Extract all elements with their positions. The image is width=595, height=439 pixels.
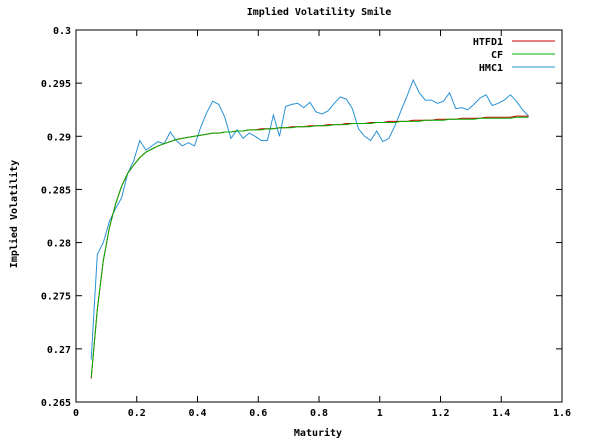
x-tick-label: 1.4 [492,408,510,419]
series-lines [90,78,529,379]
legend-label: CF [491,50,503,61]
legend: HTFD1 CF HMC1 [473,37,555,74]
legend-label: HMC1 [479,63,503,74]
x-tick-label: 0.4 [188,408,206,419]
x-tick-label: 1.6 [553,408,571,419]
plot-frame [75,29,563,403]
x-tick-label: 0.2 [128,408,146,419]
y-tick-label: 0.27 [47,345,71,356]
x-tick-label: 0.6 [249,408,267,419]
y-axis-label: Implied Volatility [8,160,20,268]
x-axis-label: Maturity [294,427,342,439]
y-tick-label: 0.28 [47,239,71,250]
axis-ticks: 0 0.2 0.4 0.6 0.8 1 1.2 1.4 1.6 0.265 0.27 0.275 0.2… [41,26,571,419]
x-tick-label: 1 [377,408,383,419]
legend-label: HTFD1 [473,37,503,48]
y-tick-label: 0.3 [53,26,71,37]
series-line-hmc1 [90,78,529,360]
y-tick-label: 0.29 [47,132,71,143]
series-line-cf [90,116,529,378]
y-tick-label: 0.265 [41,398,71,409]
x-tick-label: 1.2 [431,408,449,419]
chart-title: Implied Volatility Smile [247,6,392,18]
y-tick-label: 0.285 [41,185,71,196]
x-tick-label: 0 [73,408,79,419]
x-tick-label: 0.8 [310,408,328,419]
series-line-htfd1 [90,115,529,379]
y-tick-label: 0.295 [41,79,71,90]
y-tick-label: 0.275 [41,292,71,303]
